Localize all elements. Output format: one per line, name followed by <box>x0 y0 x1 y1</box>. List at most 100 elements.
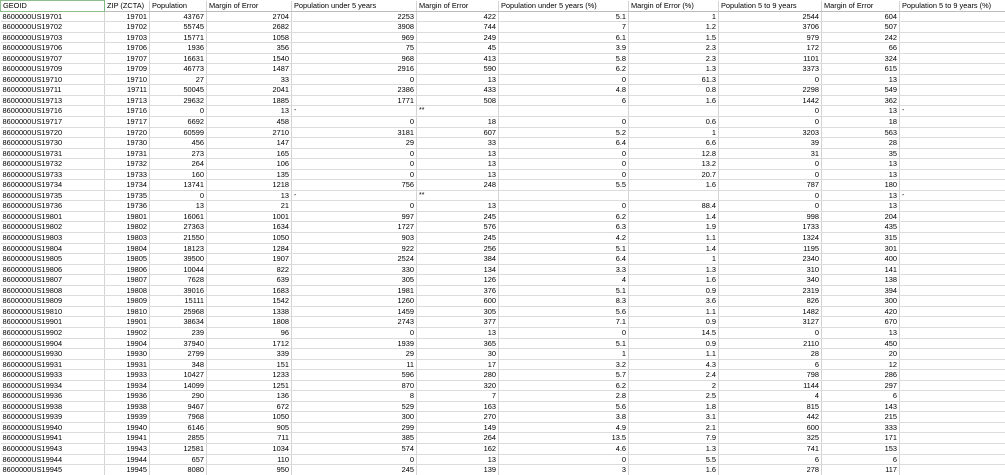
cell-r27-c4[interactable]: 1260 <box>291 295 417 307</box>
cell-r34-c10[interactable]: 7.7 <box>899 369 1005 381</box>
cell-r22-c5[interactable]: 256 <box>416 243 499 255</box>
cell-r19-c5[interactable]: 245 <box>416 211 499 223</box>
cell-r29-c6[interactable]: 7.1 <box>498 316 629 328</box>
cell-r8-c7[interactable]: 1.6 <box>628 95 719 107</box>
cell-r40-c7[interactable]: 7.9 <box>628 432 719 444</box>
cell-r42-c6[interactable]: 0 <box>498 454 629 466</box>
cell-r21-c10[interactable]: 6.1 <box>899 232 1005 244</box>
cell-r37-c1[interactable]: 19938 <box>104 401 150 413</box>
cell-r43-c10[interactable]: 3.4 <box>899 464 1005 475</box>
cell-r36-c8[interactable]: 4 <box>718 390 822 402</box>
cell-r22-c9[interactable]: 301 <box>821 243 900 255</box>
cell-r4-c8[interactable]: 1101 <box>718 53 822 65</box>
table-row[interactable]: 8600000US19701 19701 43767 2704 2253 422 5.1 1 2… <box>0 11 1005 23</box>
cell-r14-c10[interactable]: 0 <box>899 158 1005 170</box>
cell-r0-c0[interactable]: 8600000US19701 <box>0 11 105 23</box>
cell-r20-c3[interactable]: 1634 <box>206 221 292 234</box>
table-row[interactable]: 8600000US19807 19807 7628 639 305 126 4 1.6 340 1… <box>0 274 1005 286</box>
cell-r43-c2[interactable]: 8080 <box>149 464 207 475</box>
cell-r33-c10[interactable]: 1.7 <box>899 359 1005 371</box>
cell-r11-c8[interactable]: 3203 <box>718 127 822 139</box>
cell-r19-c4[interactable]: 997 <box>291 211 417 223</box>
cell-r1-c1[interactable]: 19702 <box>104 21 150 33</box>
cell-r12-c7[interactable]: 6.6 <box>628 137 719 149</box>
cell-r29-c10[interactable]: 8.1 <box>899 316 1005 328</box>
cell-r38-c7[interactable]: 3.1 <box>628 411 719 423</box>
cell-r12-c2[interactable]: 456 <box>149 137 207 149</box>
cell-r32-c0[interactable]: 8600000US19930 <box>0 348 105 360</box>
cell-r0-c8[interactable]: 2544 <box>718 11 822 23</box>
cell-r32-c8[interactable]: 28 <box>718 348 822 360</box>
cell-r4-c6[interactable]: 5.8 <box>498 53 629 65</box>
cell-r42-c9[interactable]: 6 <box>821 454 900 466</box>
cell-r40-c6[interactable]: 13.5 <box>498 432 629 444</box>
table-row[interactable]: 8600000US1973219732264106013013.2013013.… <box>0 158 1005 170</box>
cell-r10-c0[interactable]: 8600000US19717 <box>0 116 105 128</box>
cell-r26-c3[interactable]: 1683 <box>206 285 292 297</box>
cell-r1-c0[interactable]: 8600000US19702 <box>0 21 105 33</box>
cell-r41-c2[interactable]: 12581 <box>149 443 207 455</box>
cell-r0-c1[interactable]: 19701 <box>104 11 150 23</box>
table-row[interactable]: 8600000US19943 19943 12581 1034 574 162 4.6 1.3… <box>0 443 1005 455</box>
cell-r6-c3[interactable]: 33 <box>206 74 292 86</box>
cell-r42-c4[interactable]: 0 <box>291 454 417 466</box>
cell-r35-c5[interactable]: 320 <box>416 380 499 392</box>
cell-r31-c7[interactable]: 0.9 <box>628 338 719 350</box>
cell-r13-c1[interactable]: 19731 <box>104 148 150 160</box>
cell-r16-c5[interactable]: 248 <box>416 179 499 191</box>
cell-r25-c5[interactable]: 126 <box>416 274 499 286</box>
cell-r1-c7[interactable]: 1.2 <box>628 21 719 33</box>
cell-r14-c3[interactable]: 106 <box>206 158 292 170</box>
cell-r13-c7[interactable]: 12.8 <box>628 148 719 160</box>
cell-r36-c10[interactable]: 1.4 <box>899 390 1005 402</box>
cell-r24-c6[interactable]: 3.3 <box>498 264 629 276</box>
cell-r7-c10[interactable]: 4.6 <box>899 84 1005 96</box>
cell-r41-c6[interactable]: 4.6 <box>498 443 629 455</box>
cell-r5-c3[interactable]: 1487 <box>206 63 292 75</box>
cell-r16-c10[interactable]: 5.7 <box>899 179 1005 191</box>
cell-r28-c2[interactable]: 25968 <box>149 306 207 318</box>
cell-r27-c8[interactable]: 826 <box>718 295 822 307</box>
cell-r29-c8[interactable]: 3127 <box>718 316 822 328</box>
cell-r30-c2[interactable]: 239 <box>149 327 207 339</box>
cell-r6-c2[interactable]: 27 <box>149 74 207 86</box>
table-row[interactable]: 8600000US19941 19941 2855 711 385 264 13.5 7.9 3… <box>0 432 1005 444</box>
cell-r21-c8[interactable]: 1324 <box>718 232 822 244</box>
cell-r11-c4[interactable]: 3181 <box>291 127 417 139</box>
cell-r38-c3[interactable]: 1050 <box>206 411 292 423</box>
cell-r42-c1[interactable]: 19944 <box>104 454 150 466</box>
cell-r19-c6[interactable]: 6.2 <box>498 211 629 223</box>
cell-r26-c10[interactable]: 5.9 <box>899 285 1005 297</box>
cell-r27-c5[interactable]: 600 <box>416 295 499 307</box>
cell-r24-c1[interactable]: 19806 <box>104 264 150 276</box>
table-row[interactable]: 8600000US19934 19934 14099 1251 870 320 6.2 2 11… <box>0 380 1005 392</box>
cell-r12-c0[interactable]: 8600000US19730 <box>0 137 105 149</box>
cell-r29-c0[interactable]: 8600000US19901 <box>0 316 105 328</box>
cell-r20-c1[interactable]: 19802 <box>104 221 150 234</box>
cell-r6-c8[interactable]: 0 <box>718 74 822 86</box>
cell-r20-c6[interactable]: 6.3 <box>498 221 629 234</box>
cell-r30-c5[interactable]: 13 <box>416 327 499 339</box>
cell-r22-c7[interactable]: 1.4 <box>628 243 719 255</box>
cell-r32-c4[interactable]: 29 <box>291 348 417 360</box>
cell-r22-c3[interactable]: 1284 <box>206 243 292 255</box>
cell-r27-c1[interactable]: 19809 <box>104 295 150 307</box>
cell-r2-c2[interactable]: 15771 <box>149 32 207 44</box>
cell-r14-c2[interactable]: 264 <box>149 158 207 170</box>
table-row[interactable]: 8600000US19808 19808 39016 1683 1981 376 5.1 0.… <box>0 285 1005 297</box>
cell-r0-c2[interactable]: 43767 <box>149 11 207 23</box>
cell-r17-c5[interactable]: ** <box>416 190 499 202</box>
cell-r2-c7[interactable]: 1.5 <box>628 32 719 44</box>
cell-r7-c7[interactable]: 0.8 <box>628 84 719 96</box>
cell-r22-c10[interactable]: 6.6 <box>899 243 1005 255</box>
cell-r11-c7[interactable]: 1 <box>628 127 719 139</box>
cell-r23-c9[interactable]: 400 <box>821 253 900 265</box>
cell-r2-c8[interactable]: 979 <box>718 32 822 44</box>
cell-r42-c5[interactable]: 13 <box>416 454 499 466</box>
column-header-0[interactable]: GEOID <box>0 0 105 12</box>
cell-r24-c10[interactable]: 3.1 <box>899 264 1005 276</box>
cell-r17-c0[interactable]: 8600000US19735 <box>0 190 105 202</box>
cell-r25-c0[interactable]: 8600000US19807 <box>0 274 105 286</box>
cell-r12-c4[interactable]: 29 <box>291 137 417 149</box>
